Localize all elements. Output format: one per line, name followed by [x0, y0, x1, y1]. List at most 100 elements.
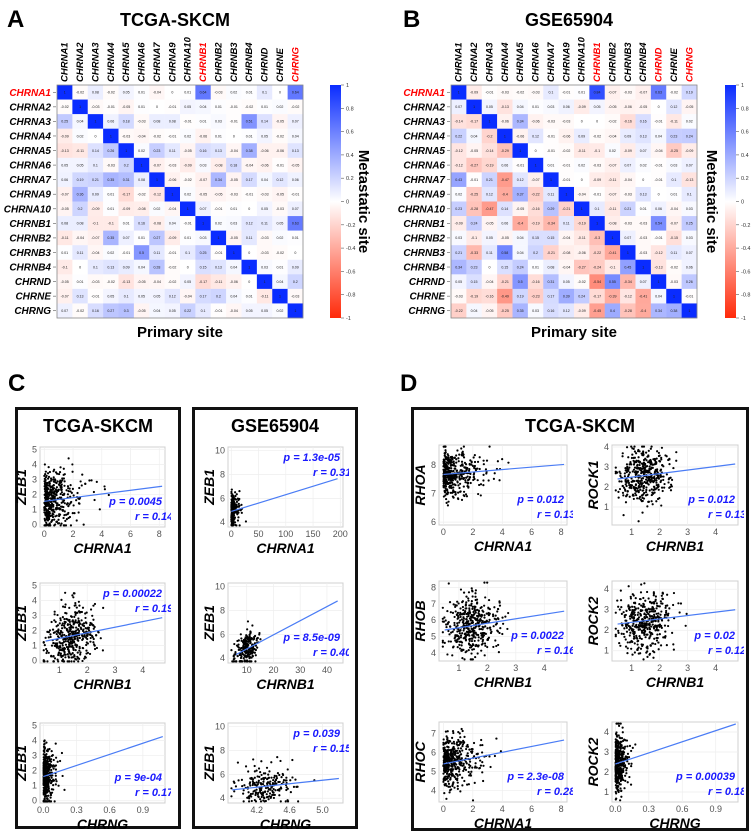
y-tick-label: 4 — [220, 517, 225, 527]
y-axis-title: ZEB1 — [13, 469, 29, 506]
data-point — [269, 792, 271, 794]
cell-value: -0.1 — [609, 265, 615, 269]
data-point — [55, 743, 57, 745]
data-point — [670, 489, 672, 491]
cell-value: 0 — [658, 105, 660, 109]
data-point — [475, 612, 477, 614]
data-point — [96, 481, 98, 483]
data-point — [615, 612, 617, 614]
cell-value: -0.47 — [485, 207, 493, 211]
data-point — [481, 636, 483, 638]
data-point — [58, 473, 60, 475]
data-point — [622, 452, 624, 454]
data-point — [63, 480, 65, 482]
row-label: CHRNB2 — [403, 233, 445, 244]
data-point — [501, 458, 503, 460]
data-point — [652, 657, 654, 659]
data-point — [637, 449, 639, 451]
data-point — [460, 588, 462, 590]
data-point — [82, 647, 84, 649]
data-point — [251, 624, 253, 626]
cell-value: -0.02 — [608, 120, 616, 124]
data-point — [645, 491, 647, 493]
data-point — [45, 778, 47, 780]
cell-value: 0.04 — [655, 134, 662, 138]
data-point — [465, 596, 467, 598]
data-point — [47, 484, 49, 486]
cell-value: 0.2 — [124, 163, 129, 167]
data-point — [450, 467, 452, 469]
data-point — [644, 622, 646, 624]
cell-value: 0 — [187, 265, 189, 269]
cell-value: -0.06 — [230, 280, 238, 284]
y-tick-label: 8 — [431, 583, 436, 593]
row-label: CHRNA2 — [403, 102, 445, 113]
y-tick-label: 7 — [431, 599, 436, 609]
cell-value: -0.05 — [199, 193, 207, 197]
data-point — [96, 647, 98, 649]
cell-value: -0.01 — [547, 149, 555, 153]
data-point — [480, 650, 482, 652]
data-point — [452, 646, 454, 648]
data-point — [240, 637, 242, 639]
data-point — [74, 611, 76, 613]
data-point — [624, 472, 626, 474]
data-point — [55, 643, 57, 645]
data-point — [672, 467, 674, 469]
data-point — [43, 749, 45, 751]
cell-value: -0.19 — [470, 294, 478, 298]
data-point — [268, 788, 270, 790]
cell-value: -0.17 — [593, 294, 601, 298]
cell-value: 0.01 — [532, 105, 539, 109]
data-point — [454, 468, 456, 470]
data-point — [633, 498, 635, 500]
cell-value: 1 — [658, 280, 660, 284]
data-point — [470, 482, 472, 484]
data-point — [457, 498, 459, 500]
data-point — [650, 645, 652, 647]
data-point — [45, 479, 47, 481]
data-point — [231, 513, 233, 515]
data-point — [627, 625, 629, 627]
cell-value: 0.23 — [670, 134, 677, 138]
data-point — [46, 489, 48, 491]
data-point — [78, 649, 80, 651]
cell-value: 0.12 — [563, 309, 570, 313]
data-point — [43, 507, 45, 509]
colorbar-tick-label: 0.6 — [741, 130, 749, 136]
data-point — [266, 778, 268, 780]
cell-value: -0.03 — [639, 251, 647, 255]
data-point — [664, 607, 666, 609]
data-point — [252, 784, 254, 786]
data-point — [245, 656, 247, 658]
data-point — [442, 641, 444, 643]
data-point — [240, 504, 242, 506]
column-label: CHRND — [260, 48, 271, 82]
x-axis-title: Primary site — [137, 324, 223, 341]
data-point — [91, 623, 93, 625]
data-point — [81, 484, 83, 486]
data-point — [274, 781, 276, 783]
data-point — [644, 600, 646, 602]
cell-value: 0.21 — [92, 178, 99, 182]
cell-value: -0.19 — [485, 163, 493, 167]
data-point — [639, 486, 641, 488]
cell-value: -0.03 — [562, 120, 570, 124]
data-point — [43, 787, 45, 789]
row-label: CHRNA3 — [9, 117, 51, 128]
data-point — [52, 754, 54, 756]
cell-value: -0.54 — [593, 280, 601, 284]
cell-value: 0.31 — [123, 178, 130, 182]
cell-value: 1 — [488, 120, 490, 124]
cell-value: 0.13 — [292, 149, 299, 153]
data-point — [469, 473, 471, 475]
data-point — [646, 656, 648, 658]
y-axis-title: Metastatic site — [703, 150, 720, 253]
x-axis-title: CHRNB1 — [646, 538, 705, 554]
cell-value: 0.02 — [640, 163, 647, 167]
data-point — [57, 785, 59, 787]
data-point — [642, 482, 644, 484]
cell-value: -0.03 — [260, 193, 268, 197]
data-point — [657, 641, 659, 643]
data-point — [68, 517, 70, 519]
